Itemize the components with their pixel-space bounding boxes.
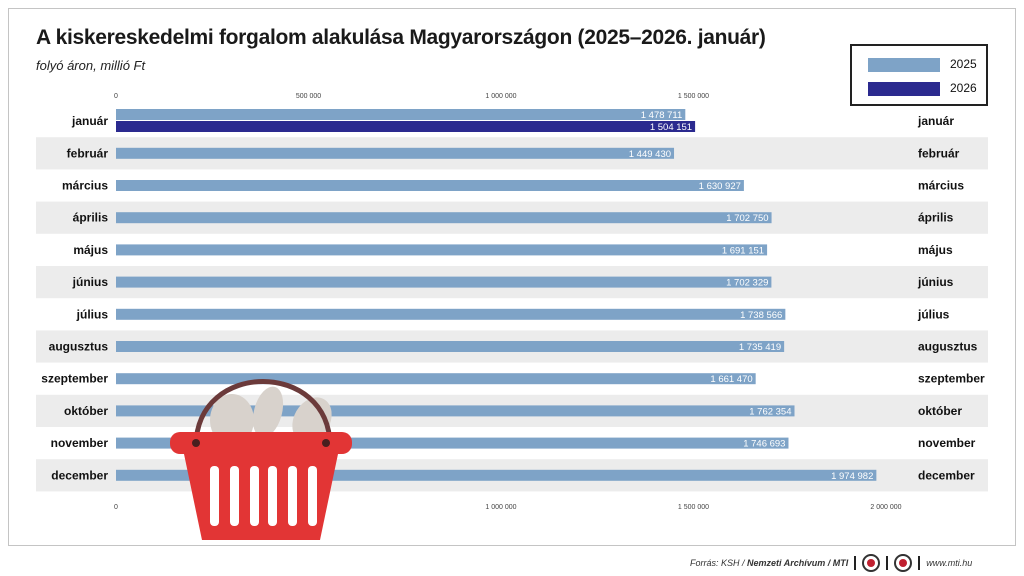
x-tick-label-top: 500 000 xyxy=(296,93,321,100)
footer-separator xyxy=(886,556,889,570)
x-tick-label-bottom: 0 xyxy=(114,504,118,511)
legend-swatch-2025 xyxy=(868,58,940,72)
basket-handle xyxy=(193,379,333,447)
bar-2025 xyxy=(116,308,786,320)
basket-slot xyxy=(250,466,259,526)
basket-rim xyxy=(170,432,352,454)
footer-separator xyxy=(854,556,857,570)
bar-2025 xyxy=(116,469,877,481)
value-label-2025: 1 661 470 xyxy=(710,374,752,385)
source-bold: Nemzeti Archívum / MTI xyxy=(747,558,849,568)
bar-2025 xyxy=(116,405,795,417)
shopping-basket-icon xyxy=(170,379,352,540)
category-label-left: július xyxy=(76,307,109,321)
footer: Forrás: KSH / Nemzeti Archívum / MTI www… xyxy=(690,553,972,573)
chart-subtitle: folyó áron, millió Ft xyxy=(36,58,146,73)
value-label-2025: 1 478 711 xyxy=(641,110,683,121)
mtva-logo-icon xyxy=(862,554,881,572)
category-label-left: november xyxy=(51,436,109,450)
value-label-2025: 1 702 329 xyxy=(726,278,768,289)
basket-slot xyxy=(210,466,219,526)
footer-separator xyxy=(918,556,921,570)
bar-2025 xyxy=(116,147,675,159)
category-label-left: december xyxy=(51,468,108,482)
legend-label-2025: 2025 xyxy=(950,57,977,71)
value-label-2026: 1 504 151 xyxy=(650,122,692,133)
value-label-2025: 1 702 750 xyxy=(726,213,768,224)
bar-2025 xyxy=(116,341,785,352)
basket-slot xyxy=(288,466,297,526)
value-label-2025: 1 735 419 xyxy=(739,342,781,353)
basket-rivet xyxy=(192,439,200,447)
category-label-right: augusztus xyxy=(918,340,978,354)
category-label-right: február xyxy=(918,146,960,160)
category-label-left: február xyxy=(67,146,109,160)
bar-2025 xyxy=(116,373,756,385)
bar-2025 xyxy=(116,244,768,256)
legend: 2025 2026 xyxy=(850,44,988,106)
bar-2025 xyxy=(116,437,789,449)
value-label-2025: 1 738 566 xyxy=(740,310,782,321)
basket-slot xyxy=(268,466,277,526)
category-label-left: március xyxy=(62,179,108,193)
category-label-left: április xyxy=(73,211,109,225)
x-tick-label-top: 1 500 000 xyxy=(678,93,709,100)
x-tick-label-top: 0 xyxy=(114,93,118,100)
legend-swatch-2026 xyxy=(868,82,940,96)
value-label-2025: 1 691 151 xyxy=(722,245,764,256)
bread-shape xyxy=(252,386,284,438)
site-link[interactable]: www.mti.hu xyxy=(926,558,973,568)
source-prefix: Forrás: KSH / xyxy=(690,558,748,568)
category-label-right: április xyxy=(918,211,954,225)
category-label-right: július xyxy=(917,307,950,321)
basket-slot xyxy=(230,466,239,526)
category-label-right: május xyxy=(918,243,953,257)
value-label-2025: 1 974 982 xyxy=(831,471,873,482)
bar-2025 xyxy=(116,109,686,120)
value-label-2025: 1 746 693 xyxy=(743,439,785,450)
legend-label-2026: 2026 xyxy=(950,81,977,95)
category-label-right: október xyxy=(918,404,962,418)
source-text: Forrás: KSH / Nemzeti Archívum / MTI xyxy=(690,558,848,568)
basket-rivet xyxy=(322,439,330,447)
value-label-2025: 1 630 927 xyxy=(699,181,741,192)
bar-2026 xyxy=(116,121,696,132)
category-label-right: szeptember xyxy=(918,372,985,386)
x-tick-label-bottom: 1 000 000 xyxy=(485,504,516,511)
value-label-2025: 1 449 430 xyxy=(629,149,671,160)
category-label-left: január xyxy=(71,114,108,128)
chart-title: A kiskereskedelmi forgalom alakulása Mag… xyxy=(36,26,766,49)
bar-2025 xyxy=(116,212,772,224)
category-label-right: június xyxy=(917,275,954,289)
category-label-left: szeptember xyxy=(41,372,108,386)
category-label-right: január xyxy=(917,114,954,128)
x-tick-label-bottom: 1 500 000 xyxy=(678,504,709,511)
category-label-left: május xyxy=(73,243,108,257)
x-tick-label-bottom: 2 000 000 xyxy=(870,504,901,511)
value-label-2025: 1 762 354 xyxy=(749,406,791,417)
bar-2025 xyxy=(116,180,744,191)
basket-body xyxy=(184,454,338,540)
category-label-left: június xyxy=(72,275,109,289)
category-label-left: augusztus xyxy=(49,340,109,354)
basket-slot xyxy=(308,466,317,526)
category-label-right: december xyxy=(918,468,975,482)
bar-2025 xyxy=(116,276,772,288)
category-label-left: október xyxy=(64,404,108,418)
x-tick-label-top: 1 000 000 xyxy=(485,93,516,100)
category-label-right: március xyxy=(918,179,964,193)
category-label-right: november xyxy=(918,436,976,450)
mti-logo-icon xyxy=(894,554,913,572)
